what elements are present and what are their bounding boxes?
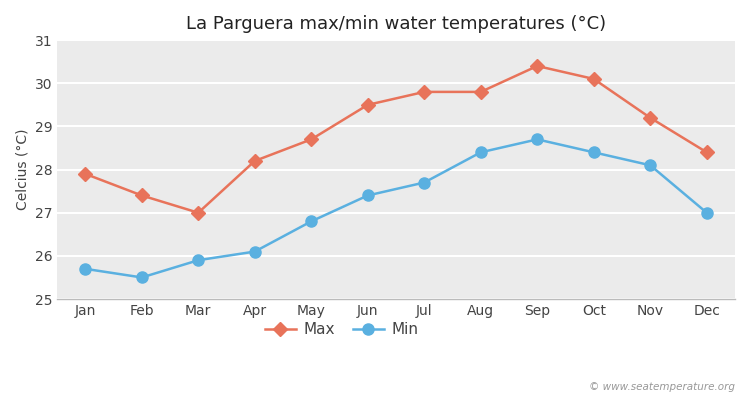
Max bbox=[81, 172, 90, 176]
Max bbox=[590, 76, 598, 81]
Max bbox=[646, 115, 655, 120]
Max bbox=[194, 210, 202, 215]
Max bbox=[702, 150, 711, 155]
Legend: Max, Min: Max, Min bbox=[259, 316, 424, 343]
Y-axis label: Celcius (°C): Celcius (°C) bbox=[15, 129, 29, 210]
Max bbox=[137, 193, 146, 198]
Min bbox=[420, 180, 429, 185]
Min bbox=[532, 137, 542, 142]
Text: © www.seatemperature.org: © www.seatemperature.org bbox=[589, 382, 735, 392]
Title: La Parguera max/min water temperatures (°C): La Parguera max/min water temperatures (… bbox=[186, 15, 606, 33]
Min bbox=[702, 210, 711, 215]
Max bbox=[420, 90, 429, 94]
Min bbox=[363, 193, 372, 198]
Max bbox=[307, 137, 316, 142]
Min bbox=[251, 249, 260, 254]
Max bbox=[532, 64, 542, 68]
Line: Min: Min bbox=[80, 134, 712, 283]
Min bbox=[137, 275, 146, 280]
Min bbox=[307, 219, 316, 224]
Min bbox=[81, 266, 90, 271]
Min bbox=[194, 258, 202, 262]
Min bbox=[646, 163, 655, 168]
Min bbox=[590, 150, 598, 155]
Max bbox=[476, 90, 485, 94]
Max bbox=[251, 158, 260, 163]
Line: Max: Max bbox=[80, 61, 712, 218]
Min bbox=[476, 150, 485, 155]
Max bbox=[363, 102, 372, 107]
